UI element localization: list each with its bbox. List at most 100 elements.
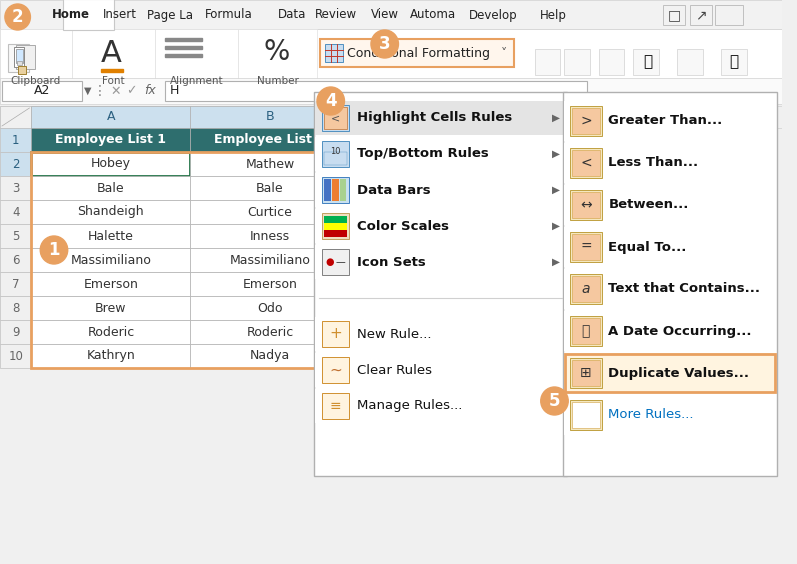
Bar	[101, 69, 123, 72]
Text: Cal: Cal	[397, 350, 418, 363]
Text: Top/Bottom Rules: Top/Bottom Rules	[357, 148, 489, 161]
Text: ✓: ✓	[126, 85, 137, 98]
Circle shape	[40, 236, 68, 264]
Bar	[31, 296, 190, 320]
Text: ↔: ↔	[580, 198, 591, 212]
Bar	[190, 152, 349, 176]
Bar	[599, 49, 624, 75]
Bar	[690, 5, 712, 25]
Bar	[349, 248, 465, 272]
Bar	[63, 0, 114, 30]
Text: Emerson: Emerson	[242, 277, 297, 290]
Bar	[349, 200, 465, 224]
Text: 5: 5	[12, 230, 19, 243]
Text: 4: 4	[325, 92, 336, 110]
Bar	[31, 200, 190, 224]
Bar	[0, 224, 31, 248]
Circle shape	[317, 87, 344, 115]
Bar	[721, 49, 747, 75]
Bar	[315, 173, 566, 207]
Bar	[570, 400, 602, 430]
Bar	[31, 176, 190, 200]
Bar	[572, 276, 599, 302]
Bar	[633, 49, 658, 75]
Bar	[31, 152, 190, 176]
Text: ▶: ▶	[552, 257, 559, 267]
Bar	[324, 216, 347, 223]
Bar	[31, 272, 190, 296]
Bar	[564, 227, 776, 267]
Text: Formula: Formula	[205, 8, 253, 21]
Text: Mathew: Mathew	[245, 157, 295, 170]
Bar	[322, 357, 349, 383]
Text: 6: 6	[12, 253, 19, 267]
Bar	[572, 108, 599, 134]
Text: Greater Than...: Greater Than...	[608, 114, 723, 127]
Bar	[165, 54, 202, 57]
Text: C: C	[403, 111, 412, 124]
Text: Color Scales: Color Scales	[357, 219, 450, 232]
Bar	[570, 232, 602, 262]
Bar	[314, 92, 567, 476]
Bar	[165, 38, 202, 41]
Bar	[349, 152, 465, 176]
Bar	[564, 101, 776, 141]
Bar	[324, 230, 347, 237]
Text: Icon Sets: Icon Sets	[357, 255, 426, 268]
Bar	[349, 106, 465, 128]
Bar	[325, 44, 343, 62]
Text: %: %	[264, 38, 290, 66]
Text: ↗: ↗	[695, 8, 706, 22]
Text: 5: 5	[549, 392, 560, 410]
Text: a: a	[582, 282, 590, 296]
Bar	[324, 223, 347, 230]
Bar	[716, 5, 743, 25]
Bar	[349, 272, 465, 296]
Bar	[190, 106, 349, 128]
Bar	[324, 179, 331, 201]
Text: Roderic: Roderic	[88, 325, 135, 338]
Text: 3: 3	[12, 182, 19, 195]
Bar	[238, 29, 317, 89]
Text: Review: Review	[315, 8, 357, 21]
Text: 📅: 📅	[582, 324, 590, 338]
Text: 8: 8	[12, 302, 19, 315]
Bar	[0, 344, 31, 368]
Text: Data Bars: Data Bars	[357, 183, 431, 196]
Text: Inness: Inness	[249, 230, 290, 243]
Bar	[563, 92, 777, 476]
Text: Text that Contains...: Text that Contains...	[608, 283, 760, 296]
Text: A2: A2	[34, 85, 50, 98]
Text: 1: 1	[12, 134, 19, 147]
Bar	[570, 316, 602, 346]
Text: Clear Rules: Clear Rules	[357, 364, 432, 377]
Text: ▶: ▶	[552, 113, 559, 123]
Bar	[0, 128, 31, 152]
Text: 2: 2	[12, 8, 23, 26]
Bar	[190, 224, 349, 248]
Text: 4: 4	[12, 205, 19, 218]
Bar	[0, 106, 782, 128]
Text: 10: 10	[8, 350, 23, 363]
Text: Emerson: Emerson	[84, 277, 139, 290]
Text: 2: 2	[12, 157, 19, 170]
Bar	[14, 47, 24, 67]
Bar	[315, 137, 566, 171]
Text: <: <	[331, 113, 340, 123]
Bar	[572, 150, 599, 176]
Bar	[0, 78, 782, 104]
Bar	[564, 395, 776, 435]
Text: Employee List 1: Employee List 1	[56, 134, 167, 147]
Bar	[322, 213, 349, 239]
Text: Brew: Brew	[95, 302, 127, 315]
Text: New Rule...: New Rule...	[357, 328, 432, 341]
Text: Number: Number	[257, 76, 299, 86]
Text: Equal To...: Equal To...	[608, 240, 687, 253]
Text: 3: 3	[379, 35, 391, 53]
Bar	[165, 46, 202, 49]
Text: 7: 7	[12, 277, 19, 290]
Bar	[190, 200, 349, 224]
Bar	[564, 185, 776, 225]
Text: Page La: Page La	[147, 8, 193, 21]
Bar	[190, 296, 349, 320]
